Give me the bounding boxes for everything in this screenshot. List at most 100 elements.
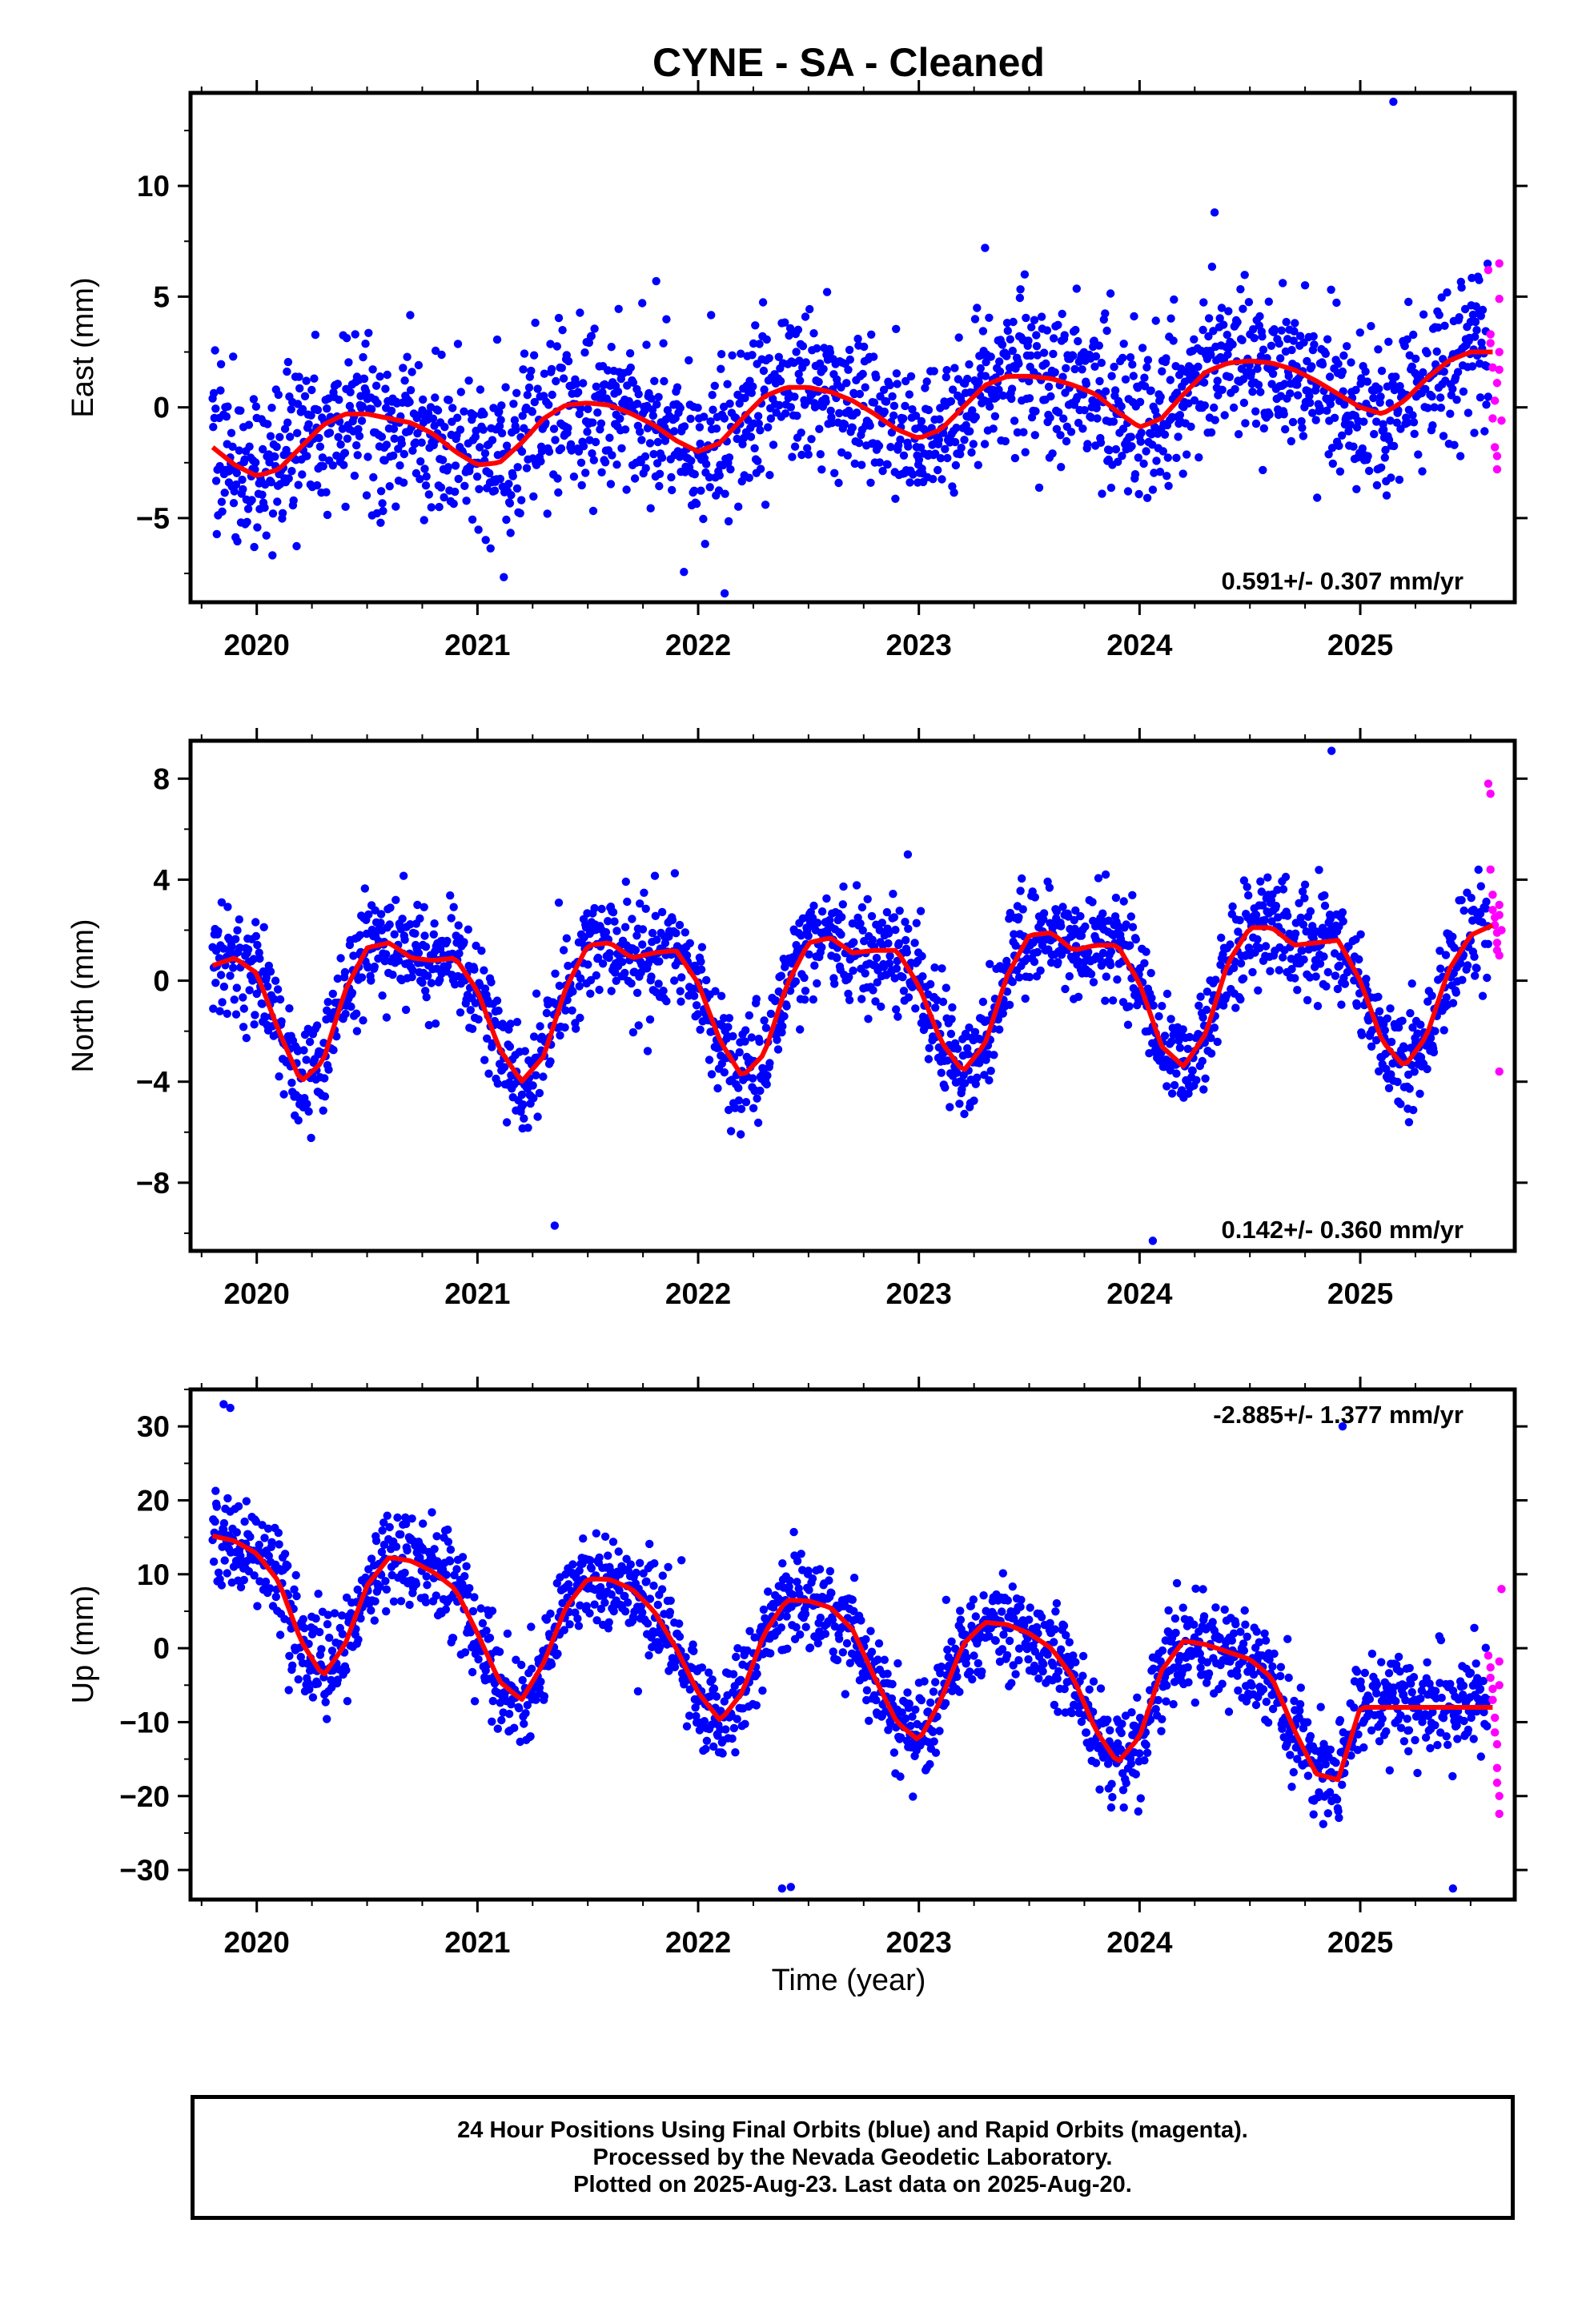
east-point xyxy=(1209,327,1218,336)
east-point xyxy=(948,385,958,394)
east-point xyxy=(1409,418,1419,427)
north-point xyxy=(483,1034,492,1043)
east-point xyxy=(1022,313,1030,323)
east-point xyxy=(1163,453,1173,462)
east-point xyxy=(512,388,521,397)
north-point xyxy=(1101,870,1110,879)
north-point xyxy=(1300,894,1309,903)
north-point xyxy=(584,960,592,969)
east-point xyxy=(576,458,586,467)
north-point xyxy=(1008,978,1018,987)
up-point xyxy=(705,1692,714,1701)
up-point xyxy=(323,1610,332,1619)
north-point xyxy=(320,1074,329,1083)
east-rapid-point xyxy=(1495,259,1504,268)
east-point xyxy=(292,541,301,551)
east-xtick-label: 2020 xyxy=(224,629,290,661)
east-point xyxy=(588,418,597,427)
north-point xyxy=(752,995,761,1003)
north-point xyxy=(1072,949,1082,959)
east-point xyxy=(504,480,513,489)
east-point xyxy=(1367,322,1375,331)
north-point xyxy=(385,920,394,929)
east-point xyxy=(350,471,359,480)
east-point xyxy=(507,491,516,500)
east-point xyxy=(1472,326,1481,335)
east-point xyxy=(440,423,449,432)
east-point xyxy=(1110,386,1120,395)
east-point xyxy=(1074,418,1083,428)
east-point xyxy=(700,412,709,421)
east-point xyxy=(638,299,647,308)
north-point xyxy=(1198,1056,1207,1066)
north-point xyxy=(601,927,611,937)
east-point xyxy=(416,457,425,466)
north-point xyxy=(223,903,232,911)
north-point xyxy=(662,997,671,1006)
north-point xyxy=(568,987,577,996)
north-point xyxy=(480,1055,489,1064)
east-point xyxy=(1204,332,1213,341)
north-point xyxy=(1478,991,1488,1000)
up-point xyxy=(442,1570,451,1579)
east-point xyxy=(1158,447,1168,456)
east-point xyxy=(1048,449,1057,458)
east-point xyxy=(1106,289,1115,298)
east-point xyxy=(1288,417,1298,427)
east-point xyxy=(529,351,539,360)
north-point xyxy=(1210,1023,1219,1032)
north-rapid-point xyxy=(1495,951,1504,960)
east-point xyxy=(689,486,699,495)
east-point xyxy=(766,414,776,423)
east-point xyxy=(1282,317,1291,327)
east-point xyxy=(344,358,353,367)
north-point xyxy=(287,1078,296,1088)
east-point xyxy=(929,475,938,484)
east-rapid-point xyxy=(1486,330,1495,339)
east-point xyxy=(676,404,685,412)
up-point xyxy=(517,1660,526,1670)
north-point xyxy=(1375,1007,1384,1016)
north-rate-text: 0.142+/- 0.360 mm/yr xyxy=(1222,1216,1464,1244)
north-point xyxy=(697,957,705,967)
east-point xyxy=(906,372,916,381)
up-point xyxy=(579,1534,588,1543)
north-point xyxy=(924,1055,934,1063)
east-point xyxy=(845,355,855,364)
east-point xyxy=(753,412,763,420)
east-point xyxy=(357,416,367,425)
east-point xyxy=(1267,341,1276,350)
north-point xyxy=(1081,922,1090,931)
east-point xyxy=(468,515,477,524)
north-point xyxy=(1195,1001,1203,1011)
east-point xyxy=(1233,318,1242,327)
north-point xyxy=(1119,897,1128,906)
east-point xyxy=(1389,441,1399,451)
north-xtick-label: 2020 xyxy=(224,1277,290,1310)
north-point xyxy=(852,881,861,890)
east-point xyxy=(723,380,732,388)
east-point xyxy=(995,357,1004,366)
north-point xyxy=(1070,915,1079,925)
east-point xyxy=(1418,467,1427,476)
north-point xyxy=(837,930,845,939)
east-point xyxy=(260,503,269,513)
north-point xyxy=(941,1083,950,1092)
east-point xyxy=(552,342,561,351)
east-point xyxy=(1101,309,1110,318)
north-point xyxy=(702,975,711,985)
north-point xyxy=(1298,946,1307,955)
north-point xyxy=(1244,891,1253,900)
east-point xyxy=(957,444,966,452)
north-point xyxy=(1460,906,1468,915)
east-point xyxy=(1046,392,1055,401)
east-point xyxy=(853,334,862,344)
east-point xyxy=(850,459,860,468)
north-point xyxy=(1239,876,1249,885)
north-point xyxy=(773,1035,781,1044)
north-point xyxy=(1311,972,1320,981)
north-point xyxy=(1222,991,1231,1000)
east-point xyxy=(1126,353,1135,362)
east-point xyxy=(1162,472,1171,480)
east-point xyxy=(502,515,511,525)
